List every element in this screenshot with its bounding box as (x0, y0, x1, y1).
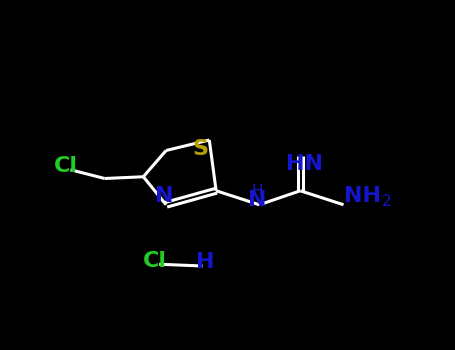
Text: 2: 2 (382, 194, 392, 209)
Text: H: H (251, 184, 263, 199)
Text: Cl: Cl (54, 156, 78, 176)
Text: N: N (248, 189, 266, 210)
Text: H: H (196, 252, 214, 273)
Text: N: N (155, 186, 173, 206)
Text: S: S (192, 139, 208, 159)
Text: NH: NH (344, 186, 381, 206)
Text: HN: HN (286, 154, 324, 175)
Text: Cl: Cl (143, 251, 167, 271)
